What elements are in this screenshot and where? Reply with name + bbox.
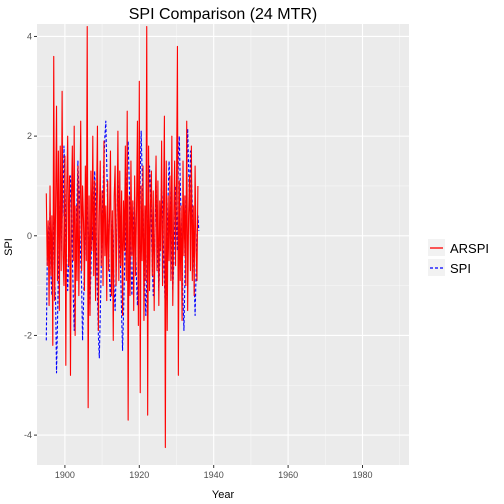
y-tick-label: 0 bbox=[27, 231, 32, 241]
y-axis: -4 -2 0 2 4 bbox=[24, 31, 37, 440]
x-axis-title: Year bbox=[212, 489, 235, 501]
y-tick-label: 4 bbox=[27, 31, 32, 41]
x-tick-label: 1940 bbox=[204, 470, 224, 480]
chart-title: SPI Comparison (24 MTR) bbox=[129, 6, 318, 23]
y-tick-label: 2 bbox=[27, 131, 32, 141]
y-tick-label: -4 bbox=[24, 430, 32, 440]
series-line-arspi bbox=[45, 25, 199, 449]
legend: ARSPI SPI bbox=[428, 239, 489, 276]
y-tick-label: -2 bbox=[24, 330, 32, 340]
x-tick-label: 1900 bbox=[55, 470, 75, 480]
series-layer bbox=[45, 25, 200, 449]
plot-panel bbox=[37, 24, 409, 465]
x-tick-label: 1980 bbox=[352, 470, 372, 480]
x-tick-label: 1960 bbox=[278, 470, 298, 480]
legend-label-spi: SPI bbox=[450, 261, 471, 276]
x-axis: 1900 1920 1940 1960 1980 bbox=[55, 465, 373, 480]
x-tick-label: 1920 bbox=[129, 470, 149, 480]
legend-label-arspi: ARSPI bbox=[450, 241, 489, 256]
y-axis-title: SPI bbox=[3, 238, 15, 256]
